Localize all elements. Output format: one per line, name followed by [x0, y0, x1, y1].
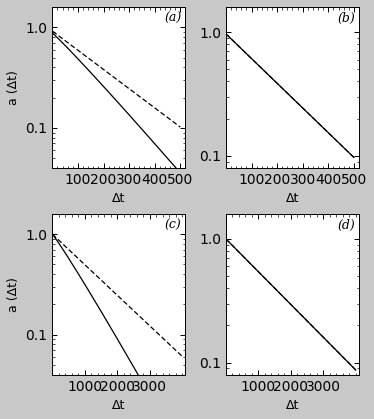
- X-axis label: Δt: Δt: [112, 399, 126, 412]
- Text: (a): (a): [164, 12, 181, 25]
- X-axis label: Δt: Δt: [286, 192, 299, 205]
- Text: (c): (c): [165, 218, 181, 231]
- X-axis label: Δt: Δt: [112, 192, 126, 205]
- Text: (d): (d): [337, 218, 355, 231]
- X-axis label: Δt: Δt: [286, 399, 299, 412]
- Y-axis label: a (Δt): a (Δt): [7, 277, 20, 312]
- Y-axis label: a (Δt): a (Δt): [7, 70, 20, 105]
- Text: (b): (b): [337, 12, 355, 25]
